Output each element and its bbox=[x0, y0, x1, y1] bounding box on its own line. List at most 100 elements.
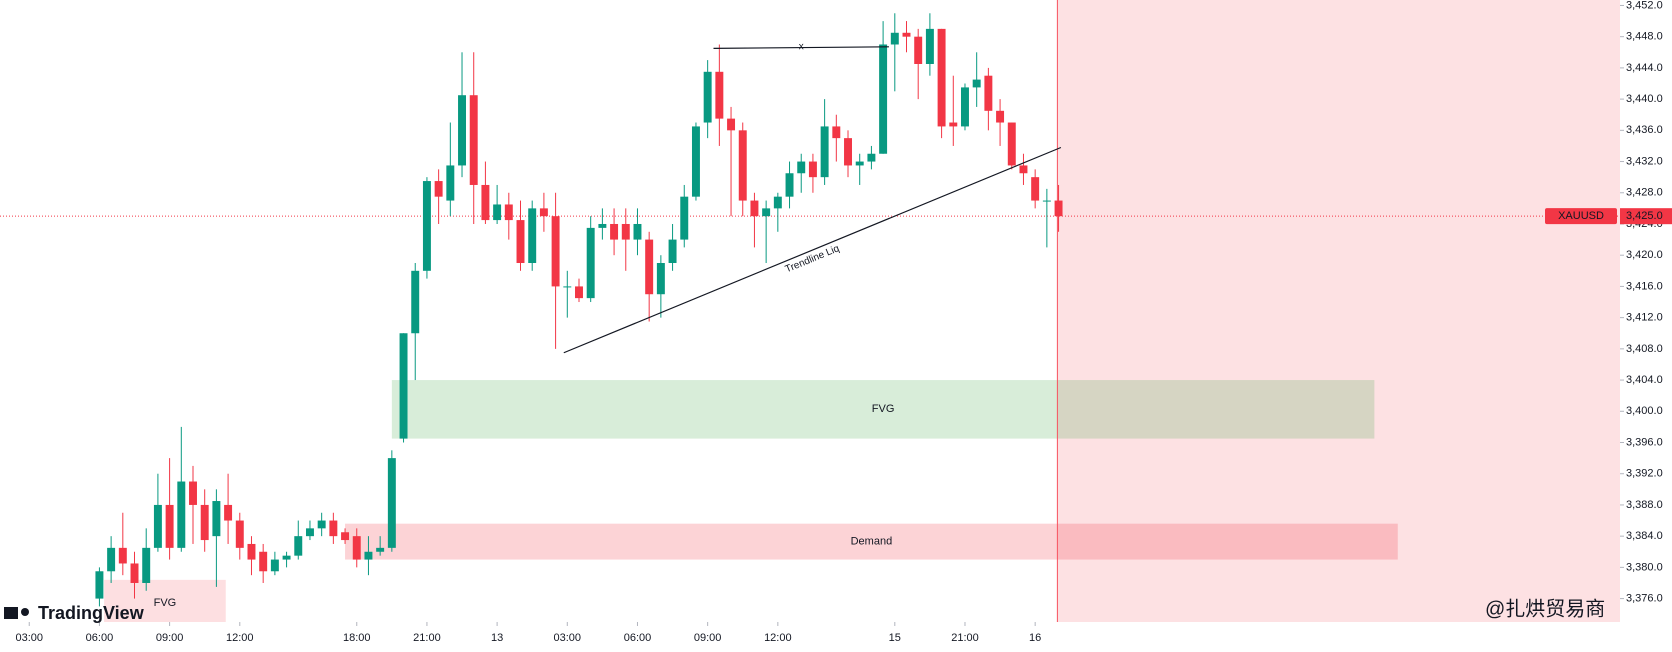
zone-label: FVG bbox=[154, 597, 177, 609]
x-tick-label: 03:00 bbox=[15, 632, 43, 644]
candle-body bbox=[937, 28, 946, 127]
x-tick-label: 13 bbox=[491, 632, 503, 644]
candle-body bbox=[165, 504, 174, 548]
price-badge bbox=[1620, 208, 1672, 225]
candle-body bbox=[820, 126, 829, 178]
candle-body bbox=[691, 126, 700, 197]
zone-label: FVG bbox=[872, 403, 895, 415]
zone bbox=[345, 523, 1398, 560]
candle-body bbox=[598, 223, 607, 228]
candle-body bbox=[235, 520, 244, 548]
y-tick-label: 3,380.0 bbox=[1626, 561, 1663, 573]
x-tick-label: 06:00 bbox=[624, 632, 652, 644]
candle-body bbox=[575, 286, 583, 299]
y-tick-label: 3,404.0 bbox=[1626, 374, 1663, 386]
y-tick-label: 3,416.0 bbox=[1626, 280, 1663, 292]
y-tick-label: 3,400.0 bbox=[1626, 405, 1663, 417]
candle-body bbox=[773, 196, 782, 209]
y-tick-label: 3,436.0 bbox=[1626, 124, 1663, 136]
candle-body bbox=[902, 32, 911, 37]
candle-body bbox=[855, 161, 864, 166]
candle-body bbox=[1054, 200, 1063, 217]
candle-body bbox=[422, 181, 431, 271]
x-tick-label: 12:00 bbox=[226, 632, 254, 644]
candle-body bbox=[972, 79, 981, 88]
candle-body bbox=[996, 110, 1005, 123]
candle-body bbox=[177, 481, 186, 548]
y-tick-label: 3,412.0 bbox=[1626, 312, 1663, 324]
candle-body bbox=[785, 173, 794, 197]
trendline-label: Trendline Liq bbox=[784, 243, 841, 275]
candle-body bbox=[656, 263, 665, 295]
y-tick-label: 3,428.0 bbox=[1626, 187, 1663, 199]
candle-body bbox=[621, 223, 630, 240]
candle-body bbox=[1042, 200, 1051, 202]
candle-body bbox=[633, 223, 642, 240]
y-tick-label: 3,452.0 bbox=[1626, 0, 1663, 11]
candle-body bbox=[808, 161, 817, 178]
candle-body bbox=[610, 223, 619, 240]
candle-body bbox=[130, 563, 139, 583]
y-tick-label: 3,432.0 bbox=[1626, 155, 1663, 167]
watermark-text: @扎烘贸易商 bbox=[1485, 597, 1605, 620]
candle-body bbox=[329, 520, 338, 537]
trendline-label: x bbox=[799, 41, 804, 52]
candle-body bbox=[189, 481, 197, 505]
x-tick-label: 21:00 bbox=[951, 632, 979, 644]
logo-mark bbox=[4, 607, 18, 619]
candle-body bbox=[107, 547, 116, 572]
y-tick-label: 3,444.0 bbox=[1626, 62, 1663, 74]
symbol-badge bbox=[1545, 208, 1617, 225]
candle-body bbox=[516, 220, 525, 264]
candle-body bbox=[352, 536, 361, 560]
candle-body bbox=[645, 239, 654, 295]
candle-body bbox=[879, 44, 888, 154]
y-tick-label: 3,408.0 bbox=[1626, 343, 1663, 355]
candle-body bbox=[961, 87, 969, 127]
y-tick-label: 3,440.0 bbox=[1626, 93, 1663, 105]
candle-body bbox=[224, 504, 233, 521]
candle-body bbox=[925, 28, 934, 64]
x-tick-label: 09:00 bbox=[694, 632, 722, 644]
candle-body bbox=[715, 71, 724, 119]
x-tick-label: 15 bbox=[889, 632, 901, 644]
candle-body bbox=[469, 95, 478, 185]
time-axis-bg bbox=[0, 622, 1620, 652]
candle-body bbox=[118, 547, 127, 564]
candle-body bbox=[446, 165, 455, 201]
candle-body bbox=[504, 204, 513, 221]
candle-body bbox=[844, 138, 852, 166]
candle-body bbox=[493, 204, 502, 221]
candle-body bbox=[387, 458, 396, 548]
candle-body bbox=[305, 528, 314, 537]
logo-dot bbox=[21, 608, 29, 616]
y-tick-label: 3,392.0 bbox=[1626, 468, 1663, 480]
candle-body bbox=[680, 196, 689, 240]
candle-body bbox=[890, 32, 899, 45]
candle-body bbox=[341, 532, 350, 541]
candle-body bbox=[247, 543, 256, 560]
candle-body bbox=[1019, 165, 1028, 174]
candle-body bbox=[832, 126, 841, 139]
y-tick-label: 3,420.0 bbox=[1626, 249, 1663, 261]
x-tick-label: 18:00 bbox=[343, 632, 371, 644]
zone bbox=[104, 579, 226, 622]
candle-body bbox=[949, 122, 958, 127]
symbol-label: XAUUSD bbox=[1558, 210, 1604, 222]
candle-body bbox=[200, 504, 209, 541]
candle-body bbox=[750, 200, 759, 217]
candle-body bbox=[317, 520, 326, 529]
candle-body bbox=[727, 118, 736, 131]
candle-body bbox=[95, 571, 104, 599]
candle-body bbox=[797, 161, 806, 174]
candle-body bbox=[259, 551, 268, 572]
y-tick-label: 3,384.0 bbox=[1626, 530, 1663, 542]
candle-body bbox=[294, 536, 303, 556]
candle-body bbox=[481, 184, 490, 221]
candle-body bbox=[551, 216, 560, 287]
trendline bbox=[713, 46, 889, 49]
zone bbox=[391, 380, 1375, 439]
x-tick-label: 12:00 bbox=[764, 632, 792, 644]
candle-body bbox=[867, 153, 876, 162]
